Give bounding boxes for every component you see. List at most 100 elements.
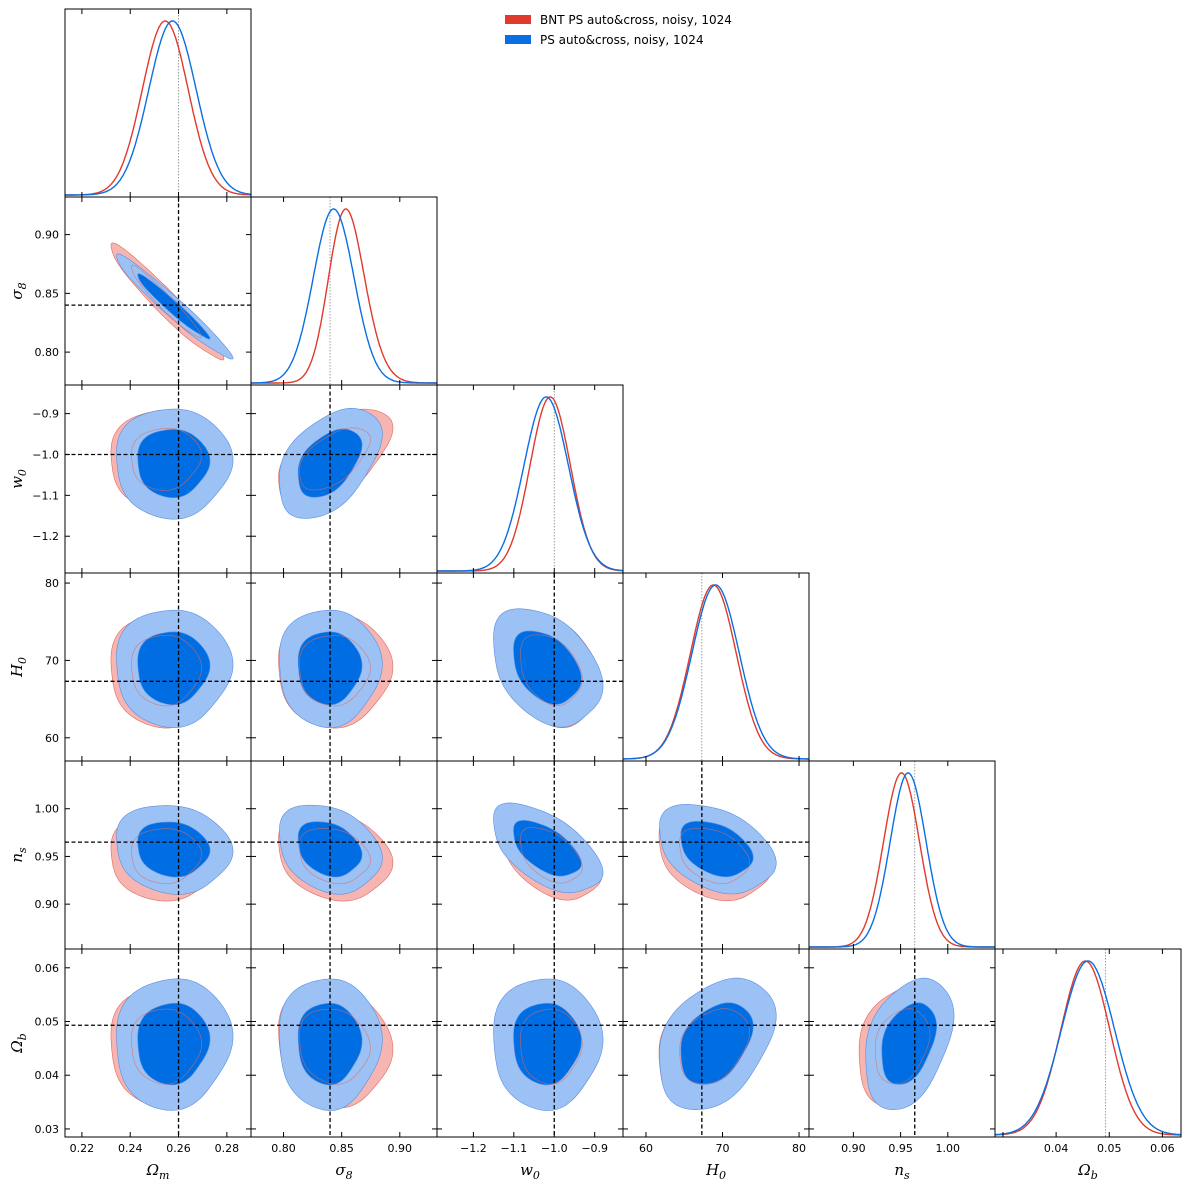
ytick-label-ob: 0.05 bbox=[35, 1016, 60, 1029]
yaxis-label-h0: H0 bbox=[8, 657, 29, 678]
panel-ob-ob bbox=[995, 949, 1181, 1137]
panel-ns-ns bbox=[809, 761, 995, 949]
panel-om-ob bbox=[65, 949, 251, 1137]
posterior-ps-ob bbox=[995, 960, 1181, 1136]
contour-ps-w0-ob-2 bbox=[513, 1003, 582, 1086]
contour-bnt-inner-s8-ob bbox=[299, 1008, 371, 1085]
xtick-label-h0: 60 bbox=[639, 1142, 653, 1155]
panel-frame-ob-ob bbox=[994, 948, 1182, 1138]
panel-w0-ns bbox=[437, 761, 623, 949]
contour-bnt-inner-om-ns bbox=[131, 828, 202, 885]
xaxis-label-ob: Ωb bbox=[1077, 1161, 1097, 1182]
panel-om-w0 bbox=[65, 385, 251, 573]
xtick-label-s8: 0.85 bbox=[329, 1142, 354, 1155]
xtick-label-h0: 80 bbox=[792, 1142, 806, 1155]
panel-frame-h0-h0 bbox=[622, 572, 810, 762]
posterior-ps-om bbox=[65, 20, 251, 196]
yaxis-label-ns: ns bbox=[8, 847, 29, 863]
xaxis-label-ns: ns bbox=[894, 1161, 910, 1182]
panel-frame-ns-ns bbox=[808, 760, 996, 950]
ytick-label-w0: −0.9 bbox=[32, 408, 59, 421]
posterior-bnt-om bbox=[65, 20, 251, 196]
xtick-label-ns: 0.90 bbox=[841, 1142, 866, 1155]
contour-bnt-inner-om-ob bbox=[131, 1008, 202, 1085]
contour-bnt-inner-h0-ob bbox=[679, 1008, 750, 1085]
posterior-ps-h0 bbox=[623, 584, 809, 760]
xtick-label-h0: 70 bbox=[716, 1142, 730, 1155]
legend-swatch-ps bbox=[505, 35, 531, 44]
legend-entry-bnt: BNT PS auto&cross, noisy, 1024 bbox=[540, 13, 732, 27]
panel-s8-w0 bbox=[251, 385, 437, 573]
ytick-label-h0: 70 bbox=[45, 654, 59, 667]
ytick-label-w0: −1.1 bbox=[32, 489, 59, 502]
contour-bnt-inner-om-w0 bbox=[131, 427, 202, 491]
contour-ps-ns-ob-2 bbox=[881, 1002, 937, 1085]
xtick-label-s8: 0.90 bbox=[388, 1142, 413, 1155]
panel-w0-w0 bbox=[437, 385, 623, 573]
ytick-label-h0: 60 bbox=[45, 732, 59, 745]
yaxis-label-w0: w0 bbox=[8, 469, 29, 489]
panel-om-om bbox=[65, 9, 251, 197]
contour-ps-om-w0-2 bbox=[137, 429, 211, 498]
posterior-ps-s8 bbox=[251, 208, 437, 384]
xtick-label-w0: −1.0 bbox=[541, 1142, 568, 1155]
ytick-label-w0: −1.0 bbox=[32, 448, 59, 461]
panel-frame-w0-w0 bbox=[436, 384, 624, 574]
xaxis-label-w0: w0 bbox=[520, 1161, 540, 1182]
xtick-label-ob: 0.06 bbox=[1150, 1142, 1175, 1155]
panel-frame-om-om bbox=[64, 8, 252, 198]
panel-w0-ob bbox=[437, 949, 623, 1137]
posterior-bnt-h0 bbox=[623, 584, 809, 760]
contour-ps-h0-ob-2 bbox=[680, 1002, 754, 1085]
panel-w0-h0 bbox=[437, 573, 623, 761]
ytick-label-ns: 0.95 bbox=[35, 850, 60, 863]
ytick-label-ob: 0.06 bbox=[35, 962, 60, 975]
contour-ps-w0-h0-2 bbox=[513, 630, 582, 705]
xtick-label-ob: 0.05 bbox=[1097, 1142, 1122, 1155]
panel-h0-ob bbox=[623, 949, 809, 1137]
contour-bnt-inner-s8-w0 bbox=[299, 427, 371, 491]
xtick-label-om: 0.22 bbox=[70, 1142, 95, 1155]
contour-bnt-inner-w0-ns bbox=[520, 827, 583, 884]
panels-layer bbox=[64, 8, 1182, 1138]
panel-om-ns bbox=[65, 761, 251, 949]
posterior-bnt-ns bbox=[809, 772, 995, 948]
contour-bnt-inner-h0-ns bbox=[679, 827, 750, 884]
labels-layer: 0.22 0.24 0.26 0.28 Ωm 0.80 0.85 0.90 σ8 −1.2 −1.1… bbox=[8, 229, 1175, 1182]
panel-s8-ns bbox=[251, 761, 437, 949]
contour-ps-om-ob-2 bbox=[137, 1002, 211, 1086]
xtick-label-s8: 0.80 bbox=[271, 1142, 296, 1155]
ytick-label-s8: 0.80 bbox=[35, 346, 60, 359]
panel-frame-s8-s8 bbox=[250, 196, 438, 386]
ytick-label-h0: 80 bbox=[45, 577, 59, 590]
posterior-bnt-w0 bbox=[437, 396, 623, 572]
contour-bnt-inner-w0-ob bbox=[520, 1008, 583, 1085]
contour-ps-om-ns-2 bbox=[137, 821, 211, 878]
legend: BNT PS auto&cross, noisy, 1024 PS auto&c… bbox=[505, 13, 732, 47]
legend-entry-ps: PS auto&cross, noisy, 1024 bbox=[540, 33, 704, 47]
yaxis-label-ob: Ωb bbox=[8, 1033, 29, 1053]
xtick-label-ns: 1.00 bbox=[936, 1142, 961, 1155]
xtick-label-w0: −1.1 bbox=[500, 1142, 527, 1155]
panel-ns-ob bbox=[809, 949, 995, 1137]
posterior-bnt-s8 bbox=[251, 208, 437, 384]
panel-s8-h0 bbox=[251, 573, 437, 761]
legend-swatch-bnt bbox=[505, 15, 531, 24]
xaxis-label-s8: σ8 bbox=[335, 1161, 352, 1182]
posterior-bnt-ob bbox=[995, 960, 1181, 1136]
xaxis-label-om: Ωm bbox=[146, 1161, 170, 1182]
panel-om-s8 bbox=[65, 197, 251, 385]
panel-om-h0 bbox=[65, 573, 251, 761]
ytick-label-ns: 1.00 bbox=[35, 803, 60, 816]
contour-ps-om-s8-2 bbox=[137, 273, 211, 340]
panel-s8-s8 bbox=[251, 197, 437, 385]
xtick-label-ns: 0.95 bbox=[888, 1142, 913, 1155]
xtick-label-om: 0.24 bbox=[118, 1142, 143, 1155]
ytick-label-s8: 0.90 bbox=[35, 229, 60, 242]
posterior-ps-ns bbox=[809, 772, 995, 948]
xaxis-label-h0: H0 bbox=[705, 1161, 726, 1182]
contour-bnt-inner-s8-h0 bbox=[299, 635, 371, 707]
contour-ps-s8-ob-2 bbox=[297, 1003, 363, 1086]
contour-bnt-inner-s8-ns bbox=[299, 828, 371, 885]
